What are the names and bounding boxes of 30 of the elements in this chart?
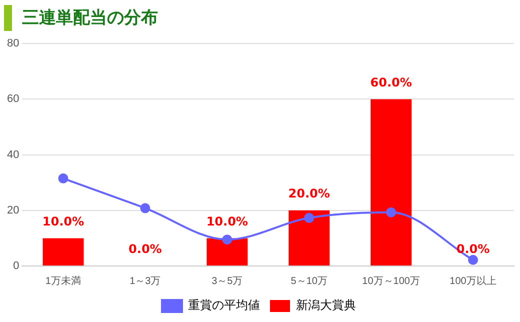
chart-title: 三連単配当の分布 bbox=[22, 7, 158, 30]
x-tick-label: 10万～100万 bbox=[362, 276, 420, 287]
legend-label: 重賞の平均値 bbox=[188, 298, 260, 312]
data-label: 10.0% bbox=[42, 214, 84, 228]
data-label: 10.0% bbox=[206, 214, 248, 228]
y-tick-label: 40 bbox=[6, 148, 20, 161]
legend-label: 新潟大賞典 bbox=[296, 298, 356, 312]
point bbox=[58, 173, 68, 184]
x-tick-label: 100万以上 bbox=[450, 274, 496, 287]
point bbox=[222, 234, 232, 245]
point bbox=[468, 254, 478, 265]
x-tick-label: 1万未満 bbox=[45, 274, 81, 287]
y-tick-label: 80 bbox=[6, 38, 20, 50]
x-tick-label: 3～5万 bbox=[212, 276, 243, 287]
data-label: 60.0% bbox=[370, 75, 412, 90]
y-tick-label: 0 bbox=[13, 260, 20, 272]
bar bbox=[42, 238, 84, 266]
data-label: 0.0% bbox=[456, 242, 490, 256]
point bbox=[140, 203, 150, 214]
y-tick-label: 60 bbox=[6, 93, 20, 106]
point bbox=[304, 212, 314, 223]
point bbox=[386, 207, 396, 218]
y-tick-label: 20 bbox=[6, 204, 20, 216]
x-tick-label: 1～3万 bbox=[130, 276, 161, 287]
x-tick-label: 5～10万 bbox=[290, 276, 328, 287]
bar bbox=[206, 238, 248, 266]
bar bbox=[288, 210, 330, 266]
bar bbox=[370, 99, 412, 266]
data-label: 20.0% bbox=[288, 186, 330, 201]
data-label: 0.0% bbox=[128, 242, 162, 256]
